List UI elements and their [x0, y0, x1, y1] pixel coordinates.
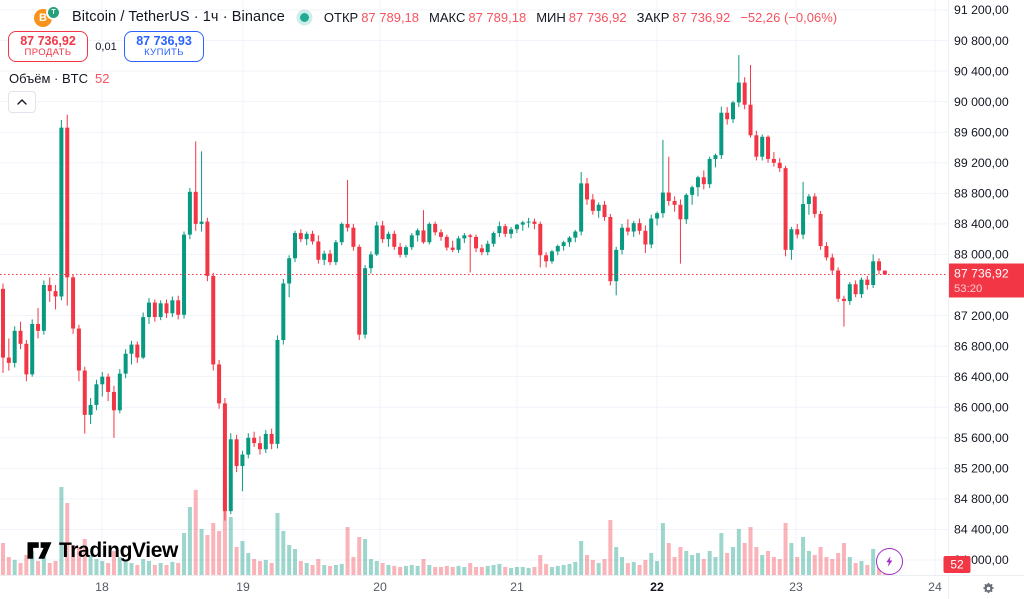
- svg-text:87 736,92: 87 736,92: [954, 267, 1009, 281]
- svg-text:22: 22: [650, 580, 664, 594]
- spread-value: 0,01: [95, 40, 117, 53]
- tether-icon: T: [46, 5, 61, 20]
- symbol-pair-icon: B T: [34, 5, 61, 29]
- svg-text:24: 24: [928, 580, 942, 594]
- buy-label: КУПИТЬ: [144, 47, 184, 59]
- collapse-legend-button[interactable]: [8, 91, 36, 113]
- svg-text:88 800,00: 88 800,00: [954, 187, 1009, 201]
- svg-text:20: 20: [373, 580, 387, 594]
- volume-legend: Объём · BTC 52: [9, 71, 109, 86]
- last-price-label: 87 736,92 53:20: [949, 263, 1024, 298]
- svg-text:85 600,00: 85 600,00: [954, 431, 1009, 445]
- svg-text:90 400,00: 90 400,00: [954, 64, 1009, 78]
- volume-layer: [1, 485, 887, 575]
- tradingview-watermark[interactable]: TradingView: [26, 537, 178, 564]
- svg-text:89 600,00: 89 600,00: [954, 125, 1009, 139]
- ohlc-close: ЗАКР 87 736,92: [636, 9, 731, 25]
- buy-price: 87 736,93: [136, 33, 192, 48]
- buy-button[interactable]: 87 736,93 КУПИТЬ: [124, 31, 204, 62]
- svg-text:86 400,00: 86 400,00: [954, 370, 1009, 384]
- ohlc-low: МИН 87 736,92: [536, 9, 627, 25]
- volume-axis-badge: 52: [943, 556, 971, 573]
- svg-text:52: 52: [950, 558, 964, 572]
- ohlc-open: ОТКР 87 789,18: [323, 9, 420, 25]
- svg-text:19: 19: [236, 580, 250, 594]
- sell-button[interactable]: 87 736,92 ПРОДАТЬ: [8, 31, 88, 62]
- svg-text:90 800,00: 90 800,00: [954, 34, 1009, 48]
- grid-lines: [0, 0, 948, 575]
- svg-text:84 400,00: 84 400,00: [954, 523, 1009, 537]
- ohlc-values: ОТКР 87 789,18 МАКС 87 789,18 МИН 87 736,92…: [324, 10, 837, 25]
- gear-icon: [982, 582, 994, 593]
- chevron-up-icon: [17, 99, 27, 105]
- svg-text:88 400,00: 88 400,00: [954, 217, 1009, 231]
- ohlc-high: МАКС 87 789,18: [429, 9, 527, 25]
- price-scale-settings-button[interactable]: [979, 579, 997, 597]
- svg-text:53:20: 53:20: [954, 283, 982, 295]
- svg-text:21: 21: [510, 580, 524, 594]
- svg-text:84 800,00: 84 800,00: [954, 492, 1009, 506]
- symbol-header: B T Bitcoin / TetherUS · 1ч · Binance ОТ…: [34, 4, 837, 30]
- sell-price: 87 736,92: [20, 33, 76, 48]
- svg-text:91 200,00: 91 200,00: [954, 3, 1009, 17]
- svg-text:85 200,00: 85 200,00: [954, 462, 1009, 476]
- svg-text:90 000,00: 90 000,00: [954, 95, 1009, 109]
- time-axis[interactable]: 18 19 20 21 22 23 24: [95, 580, 942, 594]
- svg-text:88 000,00: 88 000,00: [954, 248, 1009, 262]
- lightning-bolt-icon: [886, 556, 893, 567]
- instant-trading-button[interactable]: [876, 548, 903, 575]
- market-open-status-icon: [299, 12, 309, 22]
- trade-panel: 87 736,92 ПРОДАТЬ 0,01 87 736,93 КУПИТЬ: [8, 31, 204, 62]
- svg-text:87 200,00: 87 200,00: [954, 309, 1009, 323]
- svg-text:18: 18: [95, 580, 109, 594]
- tradingview-logo-text: TradingView: [59, 538, 178, 562]
- ohlc-change: −52,26 (−0,06%): [740, 9, 838, 25]
- svg-text:86 800,00: 86 800,00: [954, 339, 1009, 353]
- symbol-title[interactable]: Bitcoin / TetherUS · 1ч · Binance: [72, 9, 285, 25]
- svg-text:89 200,00: 89 200,00: [954, 156, 1009, 170]
- svg-text:23: 23: [789, 580, 803, 594]
- volume-legend-label: Объём · BTC: [9, 71, 88, 86]
- tradingview-logo-icon: [27, 542, 52, 559]
- sell-label: ПРОДАТЬ: [24, 47, 72, 59]
- volume-legend-value: 52: [94, 71, 110, 86]
- candles-layer: [1, 55, 887, 521]
- svg-text:86 000,00: 86 000,00: [954, 400, 1009, 414]
